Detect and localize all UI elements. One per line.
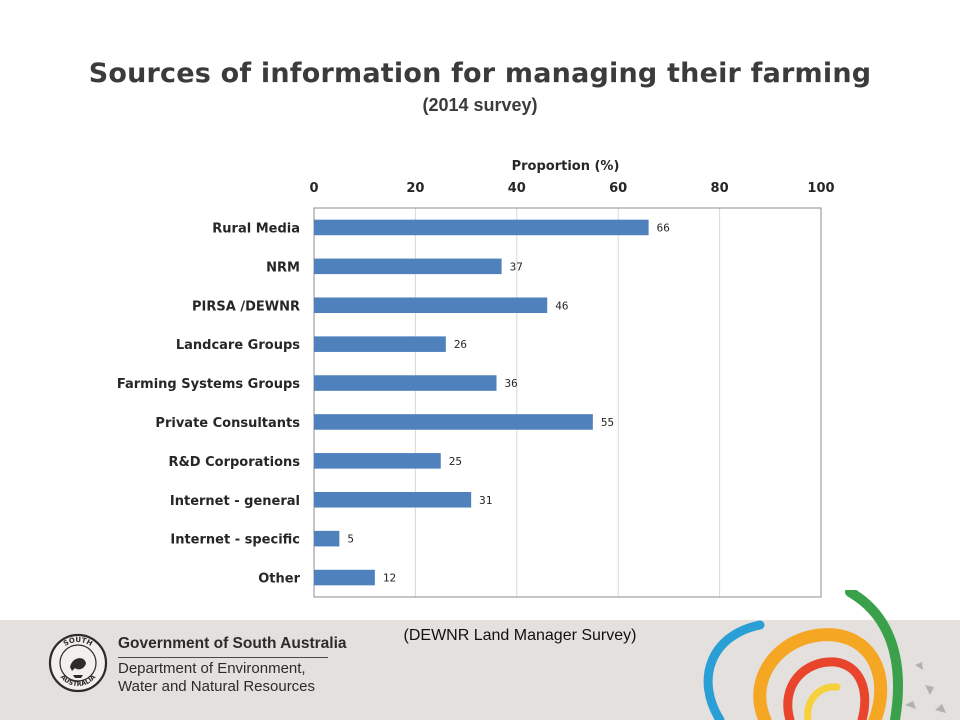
x-tick-label: 40 [508,181,526,196]
x-tick-label: 100 [807,181,834,196]
category-label: Private Consultants [155,416,300,431]
category-label: Farming Systems Groups [117,377,300,392]
data-label: 55 [601,416,614,429]
data-label: 26 [454,338,467,351]
category-label: Rural Media [212,221,300,236]
svg-text:SOUTH: SOUTH [62,636,94,648]
x-tick-label: 20 [406,181,424,196]
bar [314,491,472,508]
bar [314,414,593,430]
plot-frame [313,207,822,598]
data-label: 12 [383,572,396,585]
chart-title: Sources of information for managing thei… [88,58,872,89]
chart-subtitle: (2014 survey) [422,95,538,115]
data-label: 37 [510,260,523,273]
data-label: 25 [449,455,462,468]
department-line-1: Department of Environment, [118,660,306,677]
data-label: 31 [479,494,492,507]
category-label: NRM [266,260,300,275]
footer-divider [118,657,328,658]
category-label: Internet - general [170,494,300,509]
data-label: 66 [657,221,670,234]
x-axis-label: Proportion (%) [512,159,620,174]
bar [314,453,441,469]
category-label: Other [258,572,300,587]
state-crest-logo: SOUTH AUSTRALIA [48,633,108,693]
category-label: R&D Corporations [168,455,300,470]
bar [314,375,497,391]
data-label: 46 [555,299,568,312]
data-label: 5 [347,533,354,546]
x-tick-label: 80 [711,181,729,196]
bar [314,219,649,236]
bar [314,297,548,314]
category-label: Internet - specific [170,533,300,548]
bar [314,530,340,547]
bar [314,336,446,352]
bar-chart: Proportion (%) 0 20 40 60 80 100 Rural Media 66 N… [117,159,835,598]
category-label: PIRSA /DEWNR [192,299,300,314]
bar [314,258,502,275]
decorative-swirl-graphic [703,590,946,720]
x-tick-label: 60 [609,181,627,196]
data-label: 36 [505,377,518,390]
source-note: (DEWNR Land Manager Survey) [403,627,637,644]
department-line-2: Water and Natural Resources [118,678,316,695]
category-label: Landcare Groups [176,338,300,353]
x-tick-label: 0 [309,181,318,196]
bar [314,569,375,586]
government-name: Government of South Australia [118,635,347,652]
svg-text:AUSTRALIA: AUSTRALIA [59,673,98,688]
